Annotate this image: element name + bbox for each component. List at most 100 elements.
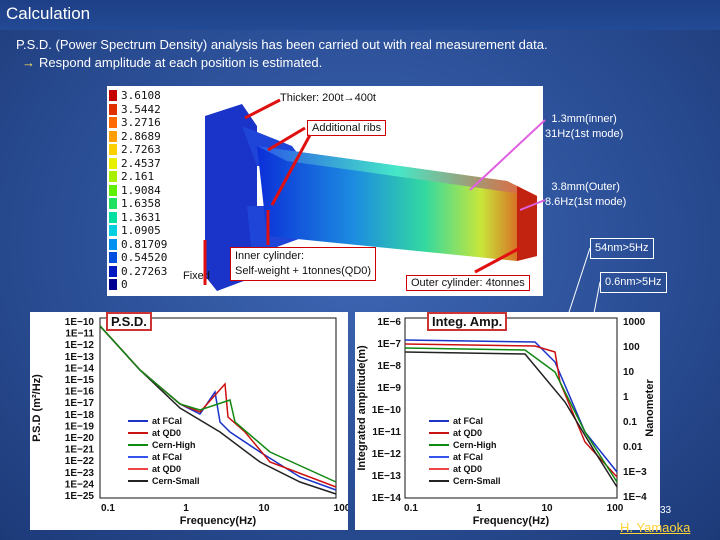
psd-y-tick: 1E−21 bbox=[65, 445, 95, 456]
legend-swatch bbox=[109, 265, 117, 277]
integ-y2-tick: 100 bbox=[623, 342, 640, 353]
callout-outer-line-1: 3.8mm(Outer) bbox=[551, 181, 620, 193]
psd-y-tick: 1E−12 bbox=[65, 340, 95, 351]
callout-inner-line-1: 1.3mm(inner) bbox=[551, 113, 617, 125]
psd-tag: P.S.D. bbox=[106, 312, 152, 331]
integ-tag: Integ. Amp. bbox=[427, 312, 508, 331]
integ-y2-tick: 1000 bbox=[623, 317, 646, 328]
integ-y2-tick: 10 bbox=[623, 367, 635, 378]
psd-x-tick: 10 bbox=[258, 503, 270, 514]
callout-inner-line-2: 31Hz(1st mode) bbox=[545, 128, 624, 140]
psd-y-tick: 1E−24 bbox=[65, 479, 95, 490]
label-inner-cylinder-line-1: Inner cylinder: bbox=[235, 250, 305, 262]
psd-curve-cern-high bbox=[99, 325, 337, 483]
legend-swatch bbox=[109, 238, 117, 250]
legend-swatch bbox=[109, 130, 117, 142]
psd-x-ticks: 0.1 1 10 100 bbox=[101, 503, 351, 514]
label-inner-cylinder: Inner cylinder: Self-weight + 1tonnes(QD… bbox=[230, 247, 377, 281]
psd-y-tick: 1E−17 bbox=[65, 398, 95, 409]
legend-swatch bbox=[109, 252, 117, 263]
cantilever-beam bbox=[257, 146, 537, 261]
integ-ylabel: Integrated amplitude(m) bbox=[356, 345, 368, 471]
integ-y-tick: 1E−14 bbox=[372, 493, 402, 504]
legend-swatch bbox=[109, 117, 117, 128]
integ-y2-tick: 0.01 bbox=[623, 442, 643, 453]
integ-x-tick: 0.1 bbox=[404, 503, 418, 514]
callout-54nm: 54nm>5Hz bbox=[590, 238, 654, 259]
integ-curve-fcal bbox=[404, 339, 618, 473]
legend-value: 1.0905 bbox=[121, 224, 161, 237]
psd-legend-label: Cern-High bbox=[152, 440, 196, 450]
legend-value: 1.3631 bbox=[121, 210, 161, 224]
psd-y-tick: 1E−15 bbox=[65, 375, 95, 386]
integ-y-tick: 1E−7 bbox=[377, 339, 401, 350]
page-number: 33 bbox=[660, 505, 672, 516]
slide-title: Calculation bbox=[6, 4, 91, 23]
integ-y-tick: 1E−8 bbox=[377, 361, 401, 372]
integ-y-ticks: 1E−6 1E−7 1E−8 1E−9 1E−10 1E−11 1E−12 1E−13 1E−1… bbox=[372, 317, 402, 504]
cantilever-beam-top bbox=[257, 146, 537, 196]
label-outer-cylinder: Outer cylinder: 4tonnes bbox=[406, 275, 530, 291]
integ-xlabel: Frequency(Hz) bbox=[473, 515, 550, 527]
psd-y-tick: 1E−19 bbox=[65, 421, 95, 432]
psd-x-tick: 0.1 bbox=[101, 503, 115, 514]
psd-xlabel: Frequency(Hz) bbox=[180, 515, 257, 527]
legend-swatch bbox=[109, 279, 117, 290]
psd-legend-label: at FCal bbox=[152, 416, 182, 426]
integ-y2-tick: 1E−4 bbox=[623, 492, 647, 503]
psd-y-tick: 1E−20 bbox=[65, 433, 95, 444]
psd-legend-label: at FCal bbox=[152, 452, 182, 462]
integ-x-ticks: 0.1 1 10 100 bbox=[404, 503, 624, 514]
legend-swatch bbox=[109, 144, 117, 155]
integ-y-tick: 1E−12 bbox=[372, 449, 402, 460]
legend-value: 1.6358 bbox=[121, 197, 161, 210]
psd-x-tick: 100 bbox=[334, 503, 348, 514]
psd-y-tick: 1E−22 bbox=[65, 456, 95, 467]
integ-y2-tick: 1 bbox=[623, 392, 629, 403]
psd-y-tick: 1E−23 bbox=[65, 468, 95, 479]
legend-value: 0 bbox=[121, 278, 128, 291]
integ-plot-svg: 1E−6 1E−7 1E−8 1E−9 1E−10 1E−11 1E−12 1E−13 1E−1… bbox=[356, 317, 656, 527]
legend-swatch bbox=[109, 157, 117, 169]
legend-swatch bbox=[109, 198, 117, 209]
author-link[interactable]: H. Yamaoka bbox=[620, 520, 691, 535]
legend-swatch bbox=[109, 211, 117, 223]
integ-curve-cern-high bbox=[404, 347, 618, 483]
legend-swatch bbox=[109, 171, 117, 182]
legend-value: 0.54520 bbox=[121, 251, 168, 264]
callout-outer-mode: 3.8mm(Outer) 8.6Hz(1st mode) bbox=[545, 180, 626, 210]
legend-value: 2.7263 bbox=[121, 143, 161, 156]
integ-y2-tick: 1E−3 bbox=[623, 467, 647, 478]
legend-value: 0.27263 bbox=[121, 264, 168, 278]
integ-x-tick: 10 bbox=[541, 503, 553, 514]
integ-y2-ticks: 1000 100 10 1 0.1 0.01 1E−3 1E−4 bbox=[623, 317, 647, 503]
psd-y-tick: 1E−13 bbox=[65, 352, 95, 363]
integ-y2-tick: 0.1 bbox=[623, 417, 637, 428]
psd-ylabel: P.S.D (m²/Hz) bbox=[31, 374, 43, 442]
psd-y-tick: 1E−11 bbox=[65, 329, 94, 340]
psd-legend: at FCal at QD0 Cern-High at FCal at QD0 Cern-… bbox=[128, 416, 200, 486]
psd-legend-label: at QD0 bbox=[152, 428, 181, 438]
integ-y-tick: 1E−10 bbox=[372, 405, 402, 416]
label-additional-ribs: Additional ribs bbox=[307, 120, 387, 136]
integ-y-tick: 1E−11 bbox=[372, 427, 401, 438]
integ-plot: 1E−6 1E−7 1E−8 1E−9 1E−10 1E−11 1E−12 1E−13 1E−1… bbox=[355, 312, 660, 530]
callout-outer-line-2: 8.6Hz(1st mode) bbox=[545, 196, 627, 208]
legend-value: 2.8689 bbox=[121, 129, 161, 143]
integ-legend-label: at FCal bbox=[453, 416, 483, 426]
legend-swatch bbox=[109, 184, 117, 196]
psd-x-tick: 1 bbox=[183, 503, 189, 514]
integ-curve-cern-small bbox=[404, 351, 618, 488]
integ-x-tick: 100 bbox=[607, 503, 624, 514]
legend-swatch bbox=[109, 225, 117, 236]
legend-value: 1.9084 bbox=[121, 183, 161, 197]
label-inner-cylinder-line-2: Self-weight + 1tonnes(QD0) bbox=[235, 265, 372, 277]
integ-legend-label: at QD0 bbox=[453, 428, 482, 438]
integ-y-tick: 1E−9 bbox=[377, 383, 401, 394]
integ-legend-label: at FCal bbox=[453, 452, 483, 462]
beam-tip bbox=[517, 186, 537, 261]
description-line-2-text: Respond amplitude at each position is es… bbox=[39, 55, 323, 70]
legend-value: 3.6108 bbox=[121, 89, 161, 102]
title-bar: Calculation bbox=[0, 0, 720, 30]
integ-curve-qd0 bbox=[404, 343, 618, 478]
